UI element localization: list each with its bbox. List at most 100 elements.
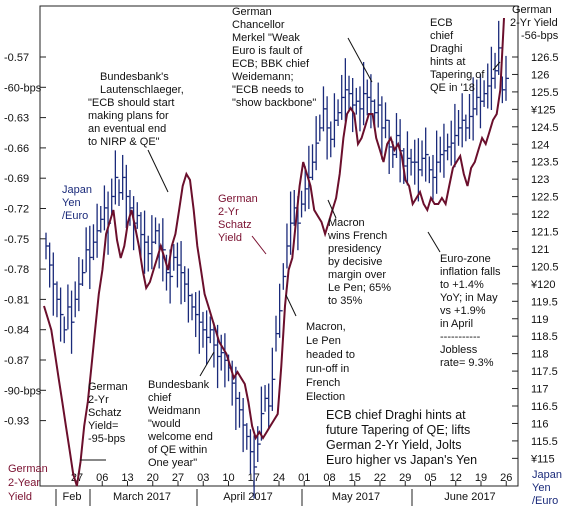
merkel-line7: "ECB needs to (232, 84, 304, 96)
title-line3: German 2-Yr Yield, Jolts (326, 438, 461, 452)
yield-top-line3: -56-bps (521, 30, 559, 42)
annotation-macron-wins: Macron wins French presidency by decisiv… (327, 199, 391, 307)
left-tick-label: -0.84 (4, 325, 29, 337)
right-tick-label: 116 (531, 418, 549, 430)
macron-wins-pointer (327, 199, 337, 219)
right-tick-label: 121.5 (531, 227, 559, 239)
japan-left-line2: Yen (62, 197, 81, 209)
title-line1: ECB chief Draghi hints at (326, 408, 466, 422)
right-tick-label: 118 (531, 349, 549, 361)
right-tick-label: 119.5 (531, 296, 558, 308)
left-tick-label: -0.81 (4, 294, 29, 306)
macron-lepen-line4: run-off in (306, 363, 349, 375)
inflation-pointer (427, 231, 441, 253)
annotation-lautenschlaeger: Bundesbank's Lautenschlaeger, "ECB shoul… (88, 71, 184, 193)
annotation-merkel: German Chancellor Merkel "Weak Euro is f… (232, 6, 373, 109)
draghi-line5: Tapering of (430, 69, 485, 81)
x-day-label: 26 (500, 472, 512, 484)
japan-left-line1: Japan (62, 184, 92, 196)
left-tick-label: -0.63 (4, 113, 29, 125)
weidmann-line3: Weidmann (148, 405, 200, 417)
merkel-line8: "show backbone" (232, 97, 316, 109)
yen-series (45, 20, 509, 499)
macron-lepen-line2: Le Pen (306, 335, 341, 347)
right-tick-label: 120.5 (531, 261, 559, 273)
right-axis-label-line3: /Euro (532, 495, 558, 507)
draghi-line2: chief (430, 30, 454, 42)
annotation-macron-lepen: Macron, Le Pen headed to run-off in Fren… (285, 294, 355, 403)
x-day-label: 19 (475, 472, 487, 484)
x-day-label: 05 (424, 472, 436, 484)
right-axis: 126.5 126 125.5 ¥125 124.5 124 123.5 123 122.5 12… (512, 52, 559, 465)
inflation-line3: to +1.4% (440, 279, 484, 291)
schatz-mid-pointer (251, 235, 267, 255)
left-tick-label: -0.87 (4, 355, 29, 367)
schatz-mid-line1: German (218, 193, 258, 205)
right-tick-label: 126.5 (531, 52, 559, 64)
x-day-label: 03 (197, 472, 209, 484)
schatz-low-line1: German (88, 381, 128, 393)
macron-lepen-line5: French (306, 377, 340, 389)
weidmann-line1: Bundesbank (148, 379, 210, 391)
x-day-label: 22 (374, 472, 386, 484)
left-tick-label: -0.57 (4, 52, 29, 64)
x-day-label: 20 (147, 472, 159, 484)
macron-wins-line6: Le Pen; 65% (328, 282, 391, 294)
weidmann-line6: of QE within (148, 444, 207, 456)
macron-wins-line5: margin over (328, 269, 386, 281)
macron-lepen-line3: headed to (306, 349, 355, 361)
x-month-label: April 2017 (223, 491, 273, 503)
title-line2: future Tapering of QE; lifts (326, 423, 470, 437)
schatz-mid-line4: Yield (218, 232, 242, 244)
annotation-weidmann: Bundesbank chief Weidmann "would welcome… (147, 351, 215, 469)
x-day-label: 01 (298, 472, 310, 484)
laut-line2: Lautenschlaeger, (100, 84, 184, 96)
right-tick-label: 125.5 (531, 87, 559, 99)
macron-wins-line3: presidency (328, 243, 382, 255)
draghi-line4: hints at (430, 56, 465, 68)
inflation-line5: vs +1.9% (440, 305, 486, 317)
merkel-line4: Euro is fault of (232, 45, 303, 57)
right-tick-label: 117 (531, 384, 549, 396)
jobless-line1: Jobless (440, 344, 478, 356)
right-tick-label: 126 (531, 69, 549, 81)
macron-lepen-line6: Election (306, 391, 345, 403)
right-tick-label: 121 (531, 244, 549, 256)
inflation-line6: in April (440, 318, 473, 330)
x-day-label: 06 (96, 472, 108, 484)
x-day-label: 27 (172, 472, 184, 484)
x-day-label: 24 (273, 472, 285, 484)
right-tick-label: 124.5 (531, 122, 559, 134)
jobless-line2: rate= 9.3% (440, 357, 494, 369)
merkel-line1: German (232, 6, 272, 18)
right-tick-label: 123.5 (531, 157, 559, 169)
laut-pointer (147, 149, 169, 193)
right-tick-label: ¥115 (530, 453, 555, 465)
inflation-line1: Euro-zone (440, 253, 491, 265)
right-tick-label: 124 (531, 139, 549, 151)
japan-left-line3: /Euro (62, 210, 88, 222)
left-tick-label: -0.66 (4, 143, 29, 155)
merkel-pointer (347, 37, 373, 83)
inflation-line4: YoY; in May (440, 292, 498, 304)
x-day-label: 13 (121, 472, 133, 484)
schatz-low-line5: -95-bps (88, 433, 126, 445)
schatz-low-line3: Schatz (88, 407, 122, 419)
left-tick-label: -90-bps (4, 385, 42, 397)
annotation-schatz-low: German 2-Yr Schatz Yield= -95-bps (80, 381, 128, 461)
right-tick-label: 122 (531, 209, 549, 221)
yield-top-line2: 2-Yr Yield (510, 17, 558, 29)
laut-line3: "ECB should start (88, 97, 174, 109)
annotation-yield-top: German 2-Yr Yield -56-bps (510, 4, 559, 42)
x-month-label: May 2017 (332, 491, 380, 503)
schatz-mid-line3: Schatz (218, 219, 252, 231)
macron-lepen-pointer (285, 294, 297, 317)
weidmann-line2: chief (148, 392, 172, 404)
schatz-low-line4: Yield= (88, 420, 118, 432)
right-tick-label: 122.5 (531, 192, 559, 204)
schatz-low-line2: 2-Yr (88, 394, 109, 406)
left-axis-label-line3: Yield (8, 491, 32, 503)
title-line4: Euro higher vs Japan's Yen (326, 453, 477, 467)
